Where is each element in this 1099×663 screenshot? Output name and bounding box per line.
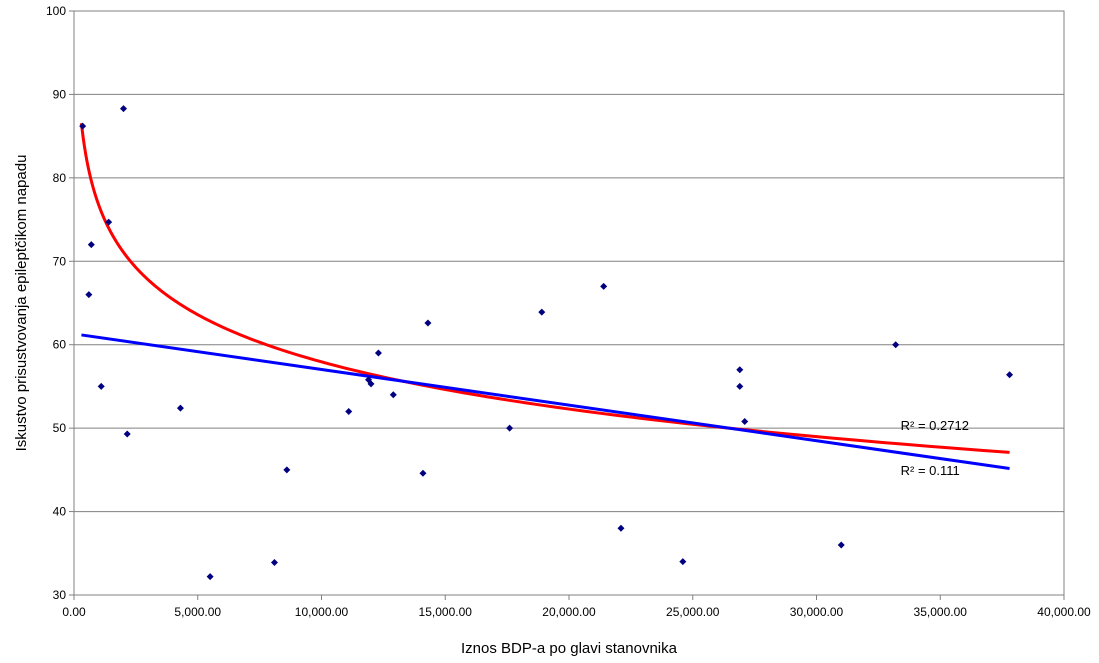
data-point xyxy=(206,573,214,581)
y-tick-label: 40 xyxy=(53,505,67,519)
data-point xyxy=(600,282,608,290)
x-tick-label: 40,000.00 xyxy=(1037,605,1091,619)
data-point xyxy=(79,122,87,130)
data-point xyxy=(345,407,353,415)
data-point xyxy=(85,291,93,299)
x-tick-label: 35,000.00 xyxy=(914,605,968,619)
data-point xyxy=(374,349,382,357)
y-tick-label: 60 xyxy=(53,338,67,352)
data-point xyxy=(419,469,427,477)
x-tick-label: 20,000.00 xyxy=(542,605,596,619)
r-squared-label: R² = 0.111 xyxy=(901,463,960,478)
data-point xyxy=(837,541,845,549)
data-point xyxy=(741,417,749,425)
r-squared-annotations: R² = 0.2712 R² = 0.111 xyxy=(901,418,969,478)
data-point xyxy=(87,241,95,249)
grid-lines xyxy=(74,93,1064,513)
data-point xyxy=(123,430,131,438)
x-tick-label: 10,000.00 xyxy=(295,605,349,619)
plot-area xyxy=(73,10,1065,596)
logarithmic-trendline xyxy=(79,122,1010,454)
data-point xyxy=(538,308,546,316)
data-point xyxy=(105,218,113,226)
x-axis-title: Iznos BDP-a po glavi stanovnika xyxy=(461,640,678,657)
x-tick-label: 5,000.00 xyxy=(174,605,221,619)
data-point xyxy=(1006,371,1014,379)
data-point xyxy=(120,105,127,113)
data-point xyxy=(97,382,105,390)
x-axis-ticks: 0.00 5,000.00 10,000.00 15,000.00 20,000.00 2… xyxy=(62,595,1091,619)
data-point xyxy=(892,341,900,349)
x-tick-label: 0.00 xyxy=(62,605,86,619)
data-point xyxy=(736,382,744,390)
y-tick-label: 90 xyxy=(53,87,67,101)
data-point xyxy=(367,380,375,388)
data-point xyxy=(389,391,397,399)
r-squared-label: R² = 0.2712 xyxy=(901,418,969,433)
x-tick-label: 30,000.00 xyxy=(790,605,844,619)
data-point xyxy=(176,404,184,412)
y-tick-label: 70 xyxy=(53,254,67,268)
data-point xyxy=(617,524,625,532)
x-tick-label: 25,000.00 xyxy=(666,605,720,619)
data-points xyxy=(79,105,1014,581)
data-point xyxy=(283,466,291,474)
trendlines xyxy=(79,122,1010,471)
y-axis-title: Iskustvo prisustvovanja epileptčikom nap… xyxy=(13,155,30,452)
linear-trendline xyxy=(81,333,1010,471)
data-point xyxy=(506,424,514,432)
y-tick-label: 80 xyxy=(53,171,67,185)
data-point xyxy=(736,366,744,374)
y-tick-label: 50 xyxy=(53,421,67,435)
y-axis-ticks: 30 40 50 60 70 80 90 100 xyxy=(46,4,74,602)
data-point xyxy=(424,319,432,327)
y-tick-label: 100 xyxy=(46,4,66,18)
x-tick-label: 15,000.00 xyxy=(419,605,473,619)
data-point xyxy=(270,558,278,566)
data-point xyxy=(679,558,687,566)
y-tick-label: 30 xyxy=(53,588,67,602)
